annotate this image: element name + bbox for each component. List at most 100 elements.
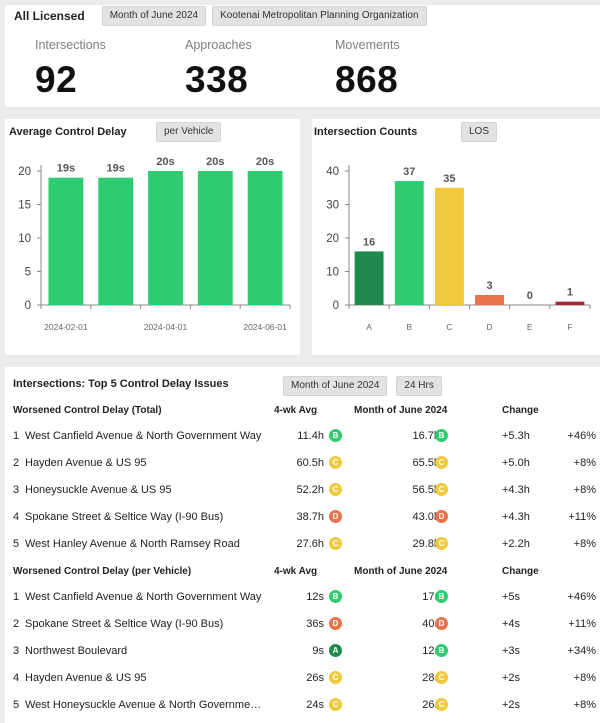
row-rank: 2 (13, 457, 20, 469)
change-percent: +46% (567, 591, 596, 603)
x-tick-label: F (567, 322, 572, 332)
change-value: +4.3h (502, 511, 530, 523)
y-tick-label: 5 (25, 267, 31, 279)
month-value: 29.8h (412, 538, 440, 550)
x-tick-label: 2024-04-01 (144, 322, 188, 332)
los-badge: D (435, 510, 448, 523)
los-badge: C (435, 537, 448, 550)
stat-intersections[interactable]: Intersections 92 (35, 38, 185, 101)
data-label: 1 (567, 287, 573, 299)
y-tick-label: 20 (18, 166, 31, 178)
los-badge: D (329, 617, 342, 630)
bar-A (354, 251, 384, 305)
table-row[interactable]: 2 Spokane Street & Seltice Way (I-90 Bus)… (5, 612, 600, 639)
column-header-4wk-avg: 4-wk Avg (274, 566, 318, 577)
x-tick-label: 2024-06-01 (243, 322, 287, 332)
section-heading: Worsened Control Delay (Total) (13, 405, 162, 416)
intersection-name-link[interactable]: Hayden Avenue & US 95 (25, 457, 147, 469)
summary-header: All Licensed Month of June 2024 Kootenai… (14, 6, 427, 26)
month-value: 16.7h (412, 430, 440, 442)
bar-F (555, 301, 585, 305)
los-badge: C (329, 483, 342, 496)
row-rank: 5 (13, 699, 20, 711)
intersection-name-link[interactable]: Spokane Street & Seltice Way (I-90 Bus) (25, 618, 224, 630)
los-badge: B (329, 590, 342, 603)
stat-movements[interactable]: Movements 868 (335, 38, 485, 101)
y-tick-label: 10 (18, 233, 31, 245)
change-value: +4s (502, 618, 521, 630)
table-row[interactable]: 5 West Honeysuckle Avenue & North Governm… (5, 693, 600, 720)
change-percent: +8% (573, 457, 596, 469)
change-percent: +46% (567, 430, 596, 442)
data-label: 3 (487, 280, 493, 292)
y-tick-label: 0 (333, 300, 339, 312)
period-filter-chip[interactable]: Month of June 2024 (101, 6, 207, 26)
table-row[interactable]: 5 West Hanley Avenue & North Ramsey Road 2… (5, 532, 600, 559)
table-row[interactable]: 3 Honeysuckle Avenue & US 95 52.2h C 56.5h C +… (5, 478, 600, 505)
organization-filter-chip[interactable]: Kootenai Metropolitan Planning Organizat… (212, 6, 427, 26)
average-control-delay-card: 0 5 10 15 20 19s 2024-02-01 19s 20s 2024-04-01 20s… (5, 119, 300, 355)
data-label: 20s (206, 156, 224, 168)
four-week-avg-value: 11.4h (297, 430, 324, 442)
data-label: 19s (57, 163, 75, 175)
four-week-avg-value: 36s (306, 618, 324, 630)
change-percent: +11% (568, 618, 596, 630)
data-label: 20s (156, 156, 174, 168)
per-vehicle-chip[interactable]: per Vehicle (156, 122, 222, 142)
data-label: 16 (363, 236, 375, 248)
table-period-chip[interactable]: Month of June 2024 (283, 376, 388, 396)
stat-approaches[interactable]: Approaches 338 (185, 38, 335, 101)
row-rank: 4 (13, 672, 20, 684)
change-value: +3s (502, 645, 521, 657)
table-row[interactable]: 1 West Canfield Avenue & North Government… (5, 424, 600, 451)
los-badge: C (329, 698, 342, 711)
table-hours-chip[interactable]: 24 Hrs (396, 376, 442, 396)
intersection-name-link[interactable]: Northwest Boulevard (25, 645, 128, 657)
x-tick-label: 2024-02-01 (44, 322, 88, 332)
intersection-name-link[interactable]: West Honeysuckle Avenue & North Governme… (25, 699, 265, 711)
four-week-avg-value: 24s (306, 699, 324, 711)
change-value: +5.3h (502, 430, 530, 442)
four-week-avg-value: 12s (306, 591, 324, 603)
los-chip[interactable]: LOS (461, 122, 498, 142)
intersection-name-link[interactable]: West Canfield Avenue & North Government … (25, 430, 262, 442)
stat-value: 338 (185, 59, 249, 100)
change-value: +4.3h (502, 484, 530, 496)
four-week-avg-value: 52.2h (296, 484, 324, 496)
table-row[interactable]: 3 Northwest Boulevard 9s A 12s B +3s +34% (5, 639, 600, 666)
bar-2024-04-01 (148, 171, 183, 305)
row-rank: 3 (13, 645, 20, 657)
intersection-name-link[interactable]: Spokane Street & Seltice Way (I-90 Bus) (25, 511, 224, 523)
y-tick-label: 10 (326, 267, 339, 279)
change-value: +5s (502, 591, 521, 603)
intersection-counts-card: 0 10 20 30 40 16 A 37 B 35 C 3 D 0 E 1 F Intersection Co… (312, 119, 600, 355)
y-tick-label: 20 (326, 233, 339, 245)
y-tick-label: 40 (326, 166, 339, 178)
column-header-month: Month of June 2024 (354, 405, 448, 416)
los-badge: B (329, 429, 342, 442)
table-row[interactable]: 1 West Canfield Avenue & North Government… (5, 585, 600, 612)
table-row[interactable]: 4 Hayden Avenue & US 95 26s C 28s C +2s +8% (5, 666, 600, 693)
month-value: 43.0h (412, 511, 440, 523)
row-rank: 1 (13, 591, 20, 603)
los-badge: C (435, 698, 448, 711)
los-badge: C (435, 456, 448, 469)
change-percent: +8% (573, 538, 596, 550)
table-row[interactable]: 4 Spokane Street & Seltice Way (I-90 Bus)… (5, 505, 600, 532)
month-value: 65.5h (412, 457, 440, 469)
intersection-name-link[interactable]: Honeysuckle Avenue & US 95 (25, 484, 172, 496)
section-heading: Worsened Control Delay (per Vehicle) (13, 566, 192, 577)
row-rank: 3 (13, 484, 20, 496)
month-value: 56.5h (412, 484, 440, 496)
intersection-name-link[interactable]: Hayden Avenue & US 95 (25, 672, 147, 684)
bar-2024-05-01 (197, 171, 233, 305)
los-badge: D (435, 617, 448, 630)
los-badge: C (435, 671, 448, 684)
table-row[interactable]: 2 Hayden Avenue & US 95 60.5h C 65.5h C +5.0h +… (5, 451, 600, 478)
intersection-name-link[interactable]: West Hanley Avenue & North Ramsey Road (25, 538, 240, 550)
intersection-name-link[interactable]: West Canfield Avenue & North Government … (25, 591, 262, 603)
top-delay-issues-card: Intersections: Top 5 Control Delay Issue… (5, 367, 600, 723)
four-week-avg-value: 38.7h (296, 511, 324, 523)
change-value: +2s (502, 699, 521, 711)
column-header-change: Change (502, 566, 539, 577)
